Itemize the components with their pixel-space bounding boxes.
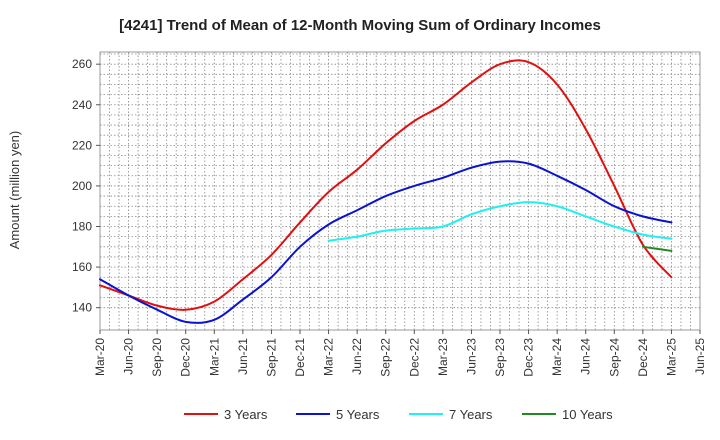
legend-label: 7 Years [449,407,493,422]
legend-label: 3 Years [224,407,268,422]
x-tick-label: Jun-20 [122,338,136,375]
plot-area [99,51,701,331]
y-tick-label: 160 [72,260,92,274]
x-tick-label: Sep-20 [150,338,164,377]
x-tick-label: Mar-23 [436,338,450,376]
y-tick-label: 260 [72,57,92,71]
x-tick-label: Jun-24 [579,338,593,375]
x-tick-label: Dec-22 [407,338,421,377]
legend-item: 10 Years [522,407,613,422]
x-axis-ticks: Mar-20 Jun-20 Sep-20 Dec-20 Mar-21 Jun-21 Sep-… [93,330,707,377]
x-tick-label: Mar-21 [207,338,221,376]
legend-item: 7 Years [409,407,493,422]
x-tick-label: Jun-23 [464,338,478,375]
x-tick-label: Jun-25 [693,338,707,375]
x-tick-label: Sep-21 [264,338,278,377]
series-line [641,245,673,252]
legend-label: 5 Years [336,407,380,422]
y-axis-label: Amount (million yen) [7,131,22,250]
y-tick-label: 240 [72,98,92,112]
x-tick-label: Dec-21 [293,338,307,377]
series-7-years [327,201,673,242]
x-tick-label: Jun-21 [236,338,250,375]
chart-title: [4241] Trend of Mean of 12-Month Moving … [119,17,601,34]
x-tick-label: Sep-24 [607,338,621,377]
series-lines [99,59,673,324]
x-tick-label: Mar-22 [322,338,336,376]
series-10-years [641,245,673,252]
grid [100,52,700,330]
y-tick-label: 200 [72,179,92,193]
y-tick-label: 220 [72,138,92,152]
x-tick-label: Mar-25 [664,338,678,376]
x-tick-label: Sep-23 [493,338,507,377]
x-tick-label: Mar-24 [550,338,564,376]
legend-label: 10 Years [562,407,613,422]
x-tick-label: Jun-22 [350,338,364,375]
series-5-years [99,160,673,324]
y-tick-label: 180 [72,220,92,234]
legend-item: 3 Years [184,407,268,422]
x-tick-label: Sep-22 [379,338,393,377]
series-line [99,59,673,311]
legend: 3 Years 5 Years 7 Years 10 Years [184,407,613,422]
x-tick-label: Dec-24 [636,338,650,377]
x-tick-label: Dec-20 [179,338,193,377]
x-tick-label: Dec-23 [522,338,536,377]
legend-item: 5 Years [296,407,380,422]
y-axis-ticks: 140 160 180 200 220 240 260 [72,57,100,315]
x-tick-label: Mar-20 [93,338,107,376]
y-tick-label: 140 [72,301,92,315]
